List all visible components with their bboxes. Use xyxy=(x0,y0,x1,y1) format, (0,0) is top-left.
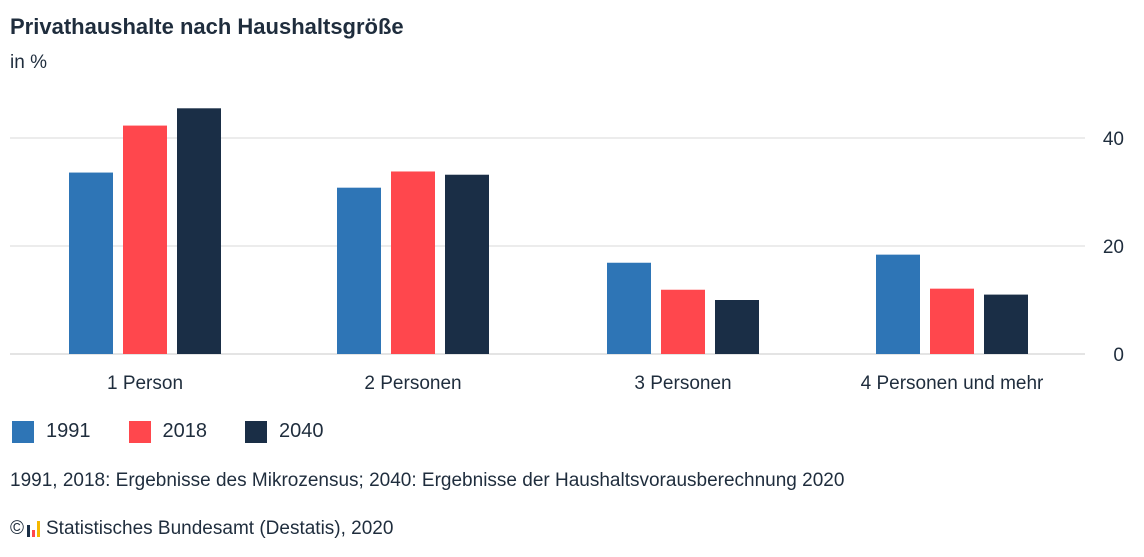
y-axis-ticks: 0 20 40 xyxy=(1103,129,1124,366)
y-tick-label: 20 xyxy=(1103,237,1124,258)
bar-2018[interactable] xyxy=(123,125,167,354)
data-source-note: 1991, 2018: Ergebnisse des Mikrozensus; … xyxy=(10,470,845,491)
bar-2040[interactable] xyxy=(445,174,489,354)
legend-label: 2018 xyxy=(162,420,208,442)
legend-item-1991[interactable]: 1991 xyxy=(12,420,91,443)
legend-label: 2040 xyxy=(279,420,324,442)
bar-1991[interactable] xyxy=(337,187,381,354)
bar-2018[interactable] xyxy=(661,289,705,354)
x-axis-labels: 1 Person 2 Personen 3 Personen 4 Personen u… xyxy=(107,373,1044,394)
bar-1991[interactable] xyxy=(607,262,651,354)
x-tick-label: 4 Personen und mehr xyxy=(861,373,1044,394)
chart-title: Privathaushalte nach Haushaltsgröße xyxy=(10,14,404,39)
legend-swatch xyxy=(12,420,34,443)
legend-swatch xyxy=(128,420,151,443)
legend-item-2040[interactable]: 2040 xyxy=(245,420,324,443)
x-tick-label: 1 Person xyxy=(107,373,183,394)
bar-1991[interactable] xyxy=(876,254,920,354)
legend-item-2018[interactable]: 2018 xyxy=(128,420,208,443)
bar-2018[interactable] xyxy=(391,171,435,354)
legend-swatch xyxy=(245,420,267,443)
copyright-source: © Statistisches Bundesamt (Destatis), 20… xyxy=(10,518,393,540)
x-tick-label: 2 Personen xyxy=(364,373,461,394)
copyright-icon: © xyxy=(10,518,24,539)
bars xyxy=(69,108,1028,354)
y-tick-label: 40 xyxy=(1103,129,1124,150)
chart-legend: 1991 2018 2040 xyxy=(12,420,362,443)
bar-2040[interactable] xyxy=(177,108,221,354)
y-tick-label: 0 xyxy=(1113,345,1124,366)
bar-1991[interactable] xyxy=(69,172,113,354)
grid-lines xyxy=(10,137,1085,355)
bar-2018[interactable] xyxy=(930,288,974,354)
legend-label: 1991 xyxy=(46,420,91,442)
destatis-logo-icon xyxy=(27,521,40,537)
source-text: Statistisches Bundesamt (Destatis), 2020 xyxy=(46,518,394,539)
x-tick-label: 3 Personen xyxy=(634,373,731,394)
bar-chart: 0 20 40 1 Person 2 Personen 3 Personen 4 Pers… xyxy=(10,108,1124,394)
chart-unit-label: in % xyxy=(10,52,47,73)
bar-2040[interactable] xyxy=(715,300,759,354)
bar-2040[interactable] xyxy=(984,294,1028,354)
